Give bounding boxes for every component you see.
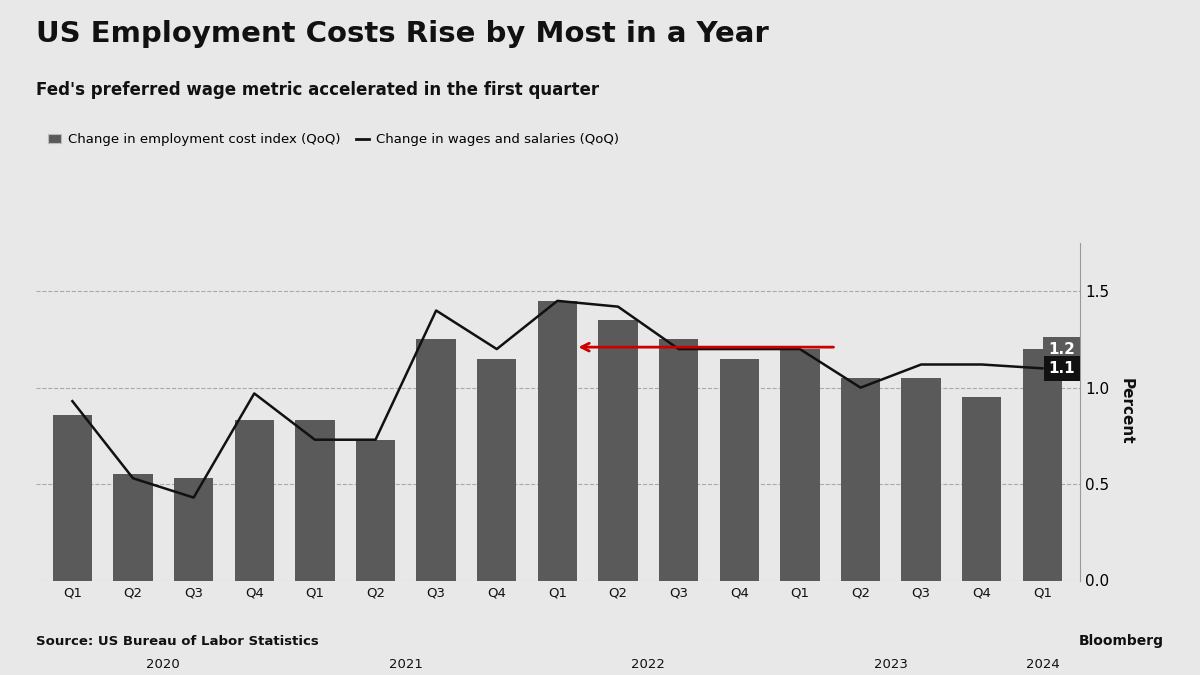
Bar (599, 320, 637, 580)
Bar (295, 421, 335, 580)
Text: 2023: 2023 (874, 658, 907, 671)
Text: Fed's preferred wage metric accelerated in the first quarter: Fed's preferred wage metric accelerated … (36, 81, 599, 99)
Bar (113, 475, 152, 580)
Bar (174, 479, 214, 580)
Bar (901, 378, 941, 580)
Legend: Change in employment cost index (QoQ), Change in wages and salaries (QoQ): Change in employment cost index (QoQ), C… (42, 128, 624, 152)
Text: 2024: 2024 (1026, 658, 1060, 671)
Text: 2020: 2020 (146, 658, 180, 671)
Bar (53, 414, 92, 580)
Bar (720, 358, 758, 580)
Y-axis label: Percent: Percent (1118, 379, 1134, 445)
Bar (416, 340, 456, 580)
Text: 2022: 2022 (631, 658, 665, 671)
Bar (659, 340, 698, 580)
Bar (538, 301, 577, 580)
Text: 1.2: 1.2 (1049, 342, 1075, 356)
Text: US Employment Costs Rise by Most in a Year: US Employment Costs Rise by Most in a Ye… (36, 20, 769, 48)
Bar (962, 398, 1002, 580)
Bar (1022, 349, 1062, 580)
Text: Source: US Bureau of Labor Statistics: Source: US Bureau of Labor Statistics (36, 635, 319, 648)
Text: 2021: 2021 (389, 658, 422, 671)
Text: Bloomberg: Bloomberg (1079, 634, 1164, 648)
Bar (478, 358, 516, 580)
Bar (841, 378, 881, 580)
Bar (356, 439, 395, 580)
Bar (234, 421, 274, 580)
Text: 1.1: 1.1 (1049, 361, 1075, 376)
Bar (780, 349, 820, 580)
